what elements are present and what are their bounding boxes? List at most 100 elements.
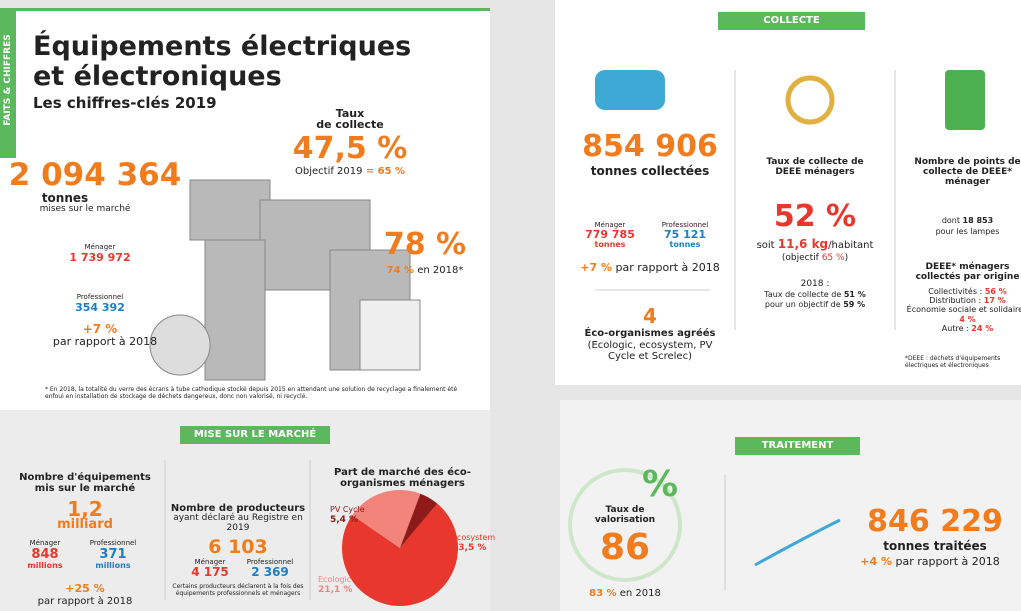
desc: (Ecologic, ecosystem, PV Cycle et Screle…: [587, 340, 713, 362]
appliance: [189, 179, 271, 241]
value: 779 785: [585, 228, 635, 241]
value: 83 %: [589, 588, 617, 599]
big-number: 4: [643, 304, 657, 328]
value: 4 175: [191, 565, 229, 579]
note: Certains producteurs déclarent à la fois…: [172, 583, 304, 597]
title: Équipements électriques: [33, 31, 412, 62]
label: Professionnel: [89, 539, 137, 547]
right-bottom-panel: [560, 400, 1021, 611]
value: 11,6 kg: [777, 237, 829, 251]
appliances: [149, 179, 421, 381]
unit: tonnes traitées: [883, 539, 987, 553]
origin-row: Autre : 24 %: [905, 324, 1021, 333]
banner: MISE SUR LE MARCHÉ: [180, 426, 330, 444]
big-number: 47,5 %: [292, 131, 408, 166]
unit: millions: [27, 561, 63, 570]
prev: 83 % en 2018: [570, 588, 680, 599]
washing-machine: [149, 314, 211, 376]
big-number: 846 229: [867, 504, 1003, 539]
label: Taux: [335, 107, 365, 120]
text: ): [844, 253, 849, 263]
slice-name: PV Cycle: [330, 505, 365, 514]
label: Professionnel: [246, 558, 294, 566]
ring: [568, 468, 682, 582]
unit: tonnes: [669, 240, 701, 249]
origin-list: Collectivités : 56 % Distribution : 17 % É…: [905, 287, 1021, 333]
value: 65 %: [821, 253, 845, 263]
label: Ménager: [84, 243, 116, 251]
origin-value: 4 %: [959, 314, 976, 324]
subtitle: Les chiffres-clés 2019: [33, 94, 217, 112]
banner: COLLECTE: [718, 12, 865, 30]
text: par rapport à 2018: [615, 261, 720, 274]
big-number: 2 094 364: [8, 157, 182, 193]
value: 371: [99, 547, 127, 562]
bin-icon: [945, 70, 985, 130]
origin-value: 56 %: [984, 287, 1007, 296]
origin-row: Économie sociale et solidaire : 4 %: [905, 305, 1021, 323]
objective: Objectif 2019 = 65 %: [270, 166, 430, 177]
change: +7 % par rapport à 2018: [570, 261, 730, 274]
text: Objectif 2019: [295, 166, 363, 177]
label: Nombre de producteurs: [170, 503, 306, 514]
big-number: 78 %: [383, 227, 467, 262]
value: 59 %: [843, 300, 866, 309]
desc: ayant déclaré au Registre en 2019: [173, 513, 303, 533]
text: Taux de collecte de: [764, 290, 842, 299]
footnote: * En 2018, la totalité du verre des écra…: [45, 386, 458, 400]
change-desc: par rapport à 2018: [37, 596, 133, 607]
text: en 2018: [619, 588, 661, 599]
big-number: 854 906: [582, 129, 718, 164]
change: +25 %: [65, 582, 105, 595]
magnifier-icon: [785, 75, 835, 125]
label: Ménager: [29, 539, 61, 547]
big-number: 6 103: [208, 536, 268, 558]
unit: tonnes: [41, 191, 89, 205]
value: 848: [31, 547, 59, 562]
pie-slice: [400, 493, 438, 548]
slice-label: 21,1 %: [318, 585, 352, 595]
origin-label: Autre :: [941, 323, 969, 333]
prev-objective: pour un objectif de 59 %: [745, 300, 885, 310]
pct-symbol: %: [641, 464, 679, 505]
origin-label: Collectivités :: [928, 287, 983, 296]
value: 18 853: [962, 216, 994, 225]
change: +7 %: [82, 322, 118, 336]
rate-detail: soit 11,6 kg/habitant: [745, 237, 885, 251]
label: Taux de valorisation: [594, 505, 656, 525]
points: dont 18 853: [905, 216, 1021, 226]
label: Ménager: [194, 558, 226, 566]
text: par rapport à 2018: [895, 555, 1000, 568]
unit: tonnes: [594, 240, 626, 249]
value: = 65 %: [365, 166, 405, 177]
appliance: [204, 239, 266, 381]
note: *DEEE : déchets d'équipements électrique…: [905, 355, 1001, 369]
label: Nombre de points de collecte de DEEE* mé…: [914, 157, 1021, 187]
text: pour un objectif de: [764, 300, 841, 309]
unit: tonnes collectées: [590, 164, 710, 178]
title: et électroniques: [33, 61, 282, 92]
prev-year: 2018 :: [800, 279, 830, 289]
slice-label: 5,4 %: [330, 515, 358, 525]
value: 74 %: [386, 265, 415, 276]
slice-name: Ecologic: [318, 575, 351, 584]
origin-row: Collectivités : 56 %: [905, 287, 1021, 296]
label: Taux de collecte de DEEE ménagers: [766, 157, 864, 177]
prev-rate: Taux de collecte de 51 %: [745, 290, 885, 300]
text: soit: [756, 240, 775, 251]
slice-name: ecosystem: [452, 533, 495, 542]
unit: millions: [95, 561, 131, 570]
origin-label: Distribution :: [929, 296, 982, 306]
value: 354 392: [75, 301, 125, 314]
banner: TRAITEMENT: [735, 437, 860, 455]
label: Éco-organismes agréés: [584, 328, 716, 339]
label: Ménager: [594, 221, 626, 229]
text: (objectif: [781, 253, 819, 263]
prev: 74 % en 2018*: [370, 265, 480, 276]
air-conditioner: [359, 299, 421, 371]
big-number: 1,2: [67, 497, 103, 521]
label: Professionnel: [661, 221, 709, 229]
value: 75 121: [663, 228, 707, 241]
